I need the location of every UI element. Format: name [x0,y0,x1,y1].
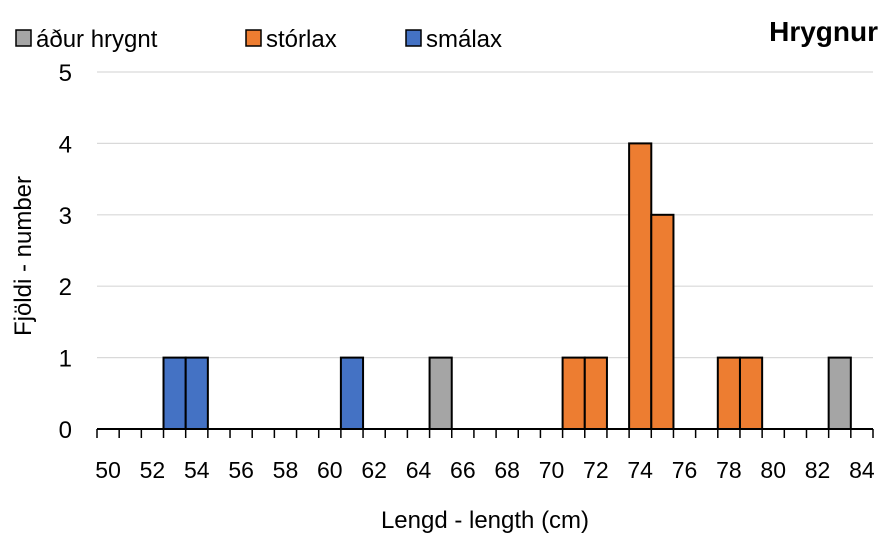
bar-áður-hrygnt-65 [428,356,453,431]
bar-stórlax-74 [628,142,653,430]
x-axis: 50 52 54 56 58 60 62 64 66 68 70 72 74 76 78 80 82 84 [95,428,875,483]
bar-stórlax-75 [650,213,675,430]
bar-smálax-53 [162,356,187,431]
y-axis: 0 1 2 3 4 5 [59,60,72,444]
x-tick-label-84: 84 [849,457,875,483]
x-tick-label-78: 78 [716,457,742,483]
x-tick-label-70: 70 [539,457,565,483]
y-tick-label-2: 2 [59,274,72,301]
bar-smálax-54 [184,356,209,431]
bar-stórlax-78 [716,356,741,431]
bar-áður-hrygnt-83 [827,356,852,431]
y-tick-label-4: 4 [59,131,72,158]
gridlines [97,71,873,359]
x-tick-label-82: 82 [805,457,831,483]
bar-stórlax-71 [561,356,586,431]
x-axis-title: Lengd - length (cm) [381,507,589,534]
x-tick-label-72: 72 [583,457,609,483]
legend-label-2: smálax [426,26,502,53]
x-tick-label-52: 52 [140,457,166,483]
x-tick-label-68: 68 [494,457,520,483]
legend: áður hrygnt stórlax smálax [15,26,502,53]
legend-label-1: stórlax [266,26,337,53]
y-axis-title: Fjöldi - number [10,176,37,336]
x-tick-label-74: 74 [627,457,653,483]
bar-stórlax-72 [583,356,608,431]
x-tick-label-54: 54 [184,457,210,483]
y-tick-label-1: 1 [59,346,72,373]
x-tick-label-50: 50 [95,457,121,483]
legend-swatch-1 [245,29,262,47]
x-tick-label-66: 66 [450,457,476,483]
x-tick-label-80: 80 [760,457,786,483]
legend-swatch-0 [15,29,32,47]
y-tick-label-3: 3 [59,203,72,230]
x-tick-label-64: 64 [406,457,432,483]
chart-title: Hrygnur [769,16,878,47]
x-tick-label-56: 56 [228,457,254,483]
x-tick-label-58: 58 [273,457,299,483]
x-tick-label-76: 76 [672,457,698,483]
x-tick-label-62: 62 [361,457,387,483]
bar-stórlax-79 [738,356,764,431]
x-tick-label-60: 60 [317,457,343,483]
y-tick-label-5: 5 [59,60,72,87]
y-tick-label-0: 0 [59,417,72,444]
legend-swatch-2 [405,29,422,47]
bar-smálax-61 [339,356,365,431]
legend-label-0: áður hrygnt [36,26,158,53]
